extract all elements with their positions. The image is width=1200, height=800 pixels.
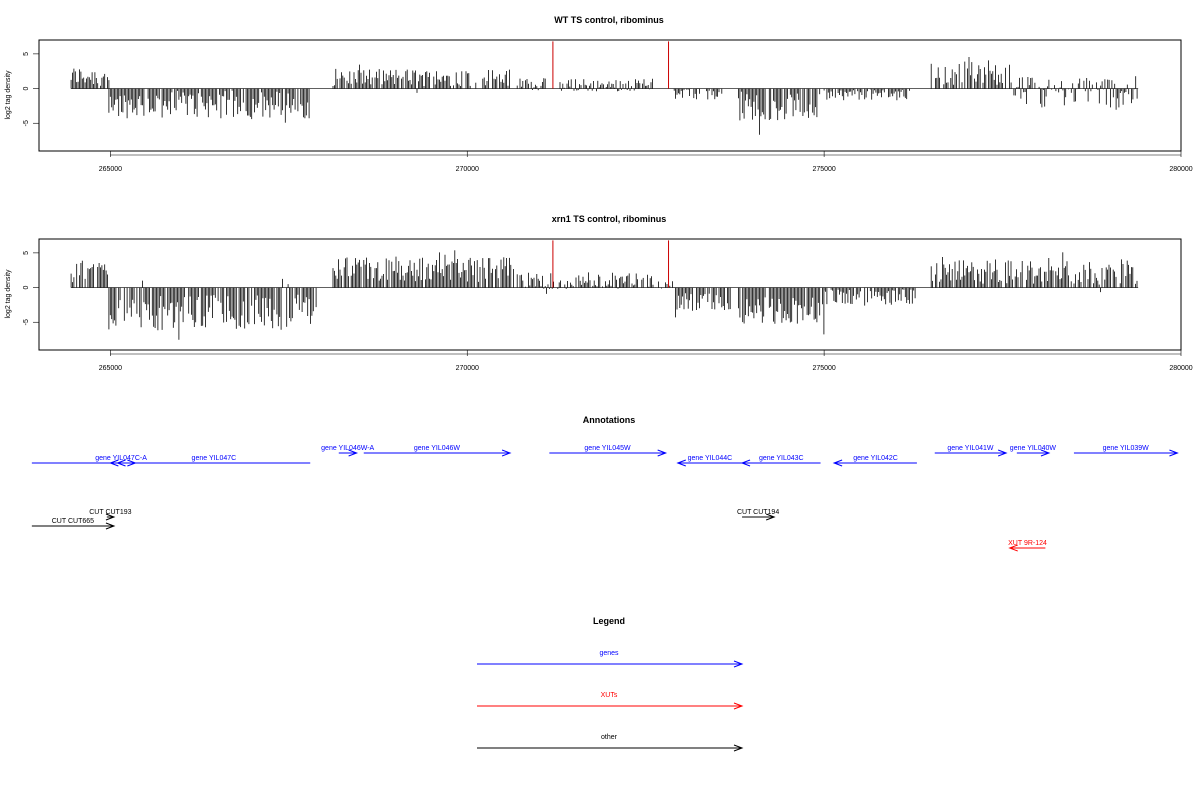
annotation-label: gene YIL046W-A — [321, 445, 374, 452]
annotation-label: CUT CUT665 — [52, 518, 94, 525]
panel-wt-y-tick-label: 5 — [23, 52, 30, 56]
legend: Legend genes XUTs other — [477, 616, 744, 752]
annotation-gene: gene YIL041W — [934, 445, 1008, 457]
panel-wt-x-tick-label: 270000 — [456, 166, 479, 173]
panel-wt-title: WT TS control, ribominus — [554, 15, 664, 25]
annotation-arrowhead — [105, 522, 116, 530]
panel-xrn1-x-tick-label: 280000 — [1169, 365, 1192, 372]
annotation-arrowhead — [1040, 449, 1051, 457]
annotation-other: CUT CUT665 — [31, 518, 116, 530]
annotation-arrowhead — [832, 459, 843, 467]
panel-wt-axes: 265000 270000 275000 280000 -5 0 5 — [23, 52, 1193, 173]
panel-xrn1-bars — [70, 240, 1139, 340]
annotation-label: gene YIL040W — [1010, 445, 1057, 452]
annotation-gene: gene YIL043C — [740, 455, 821, 467]
annotation-label: gene YIL043C — [759, 455, 804, 462]
annotation-gene: gene YIL047C — [116, 455, 311, 467]
annotation-label: gene YIL045W — [584, 445, 631, 452]
legend-item: genes — [477, 650, 744, 668]
legend-title: Legend — [593, 616, 625, 626]
annotations-panel: Annotations gene YIL047C-A gene YIL047Cge… — [31, 415, 1179, 552]
annotation-label: gene YIL039W — [1103, 445, 1150, 452]
panel-xrn1-y-tick-label: 0 — [23, 286, 30, 290]
panel-wt-frame — [38, 39, 1182, 152]
annotation-arrowhead — [740, 459, 751, 467]
annotation-gene: gene YIL045W — [549, 445, 668, 457]
panel-xrn1-y-tick-label: 5 — [23, 251, 30, 255]
annotation-tracks: gene YIL047C-A gene YIL047C gene YIL046W-A… — [31, 445, 1179, 552]
annotation-label: XUT 9R-124 — [1008, 540, 1047, 547]
panel-wt-x-tick-label: 265000 — [99, 166, 122, 173]
annotation-xut: XUT 9R-124 — [1008, 540, 1047, 552]
annotation-label: gene YIL044C — [688, 455, 733, 462]
annotation-arrowhead — [657, 449, 668, 457]
legend-item-label: other — [601, 734, 618, 741]
panel-xrn1: xrn1 TS control, ribominus log2 tag dens… — [5, 214, 1193, 372]
panel-xrn1-axes: 265000 270000 275000 280000 -5 0 5 — [23, 251, 1193, 372]
panel-xrn1-x-tick-label: 275000 — [812, 365, 835, 372]
panel-xrn1-frame — [38, 238, 1182, 351]
legend-item: XUTs — [477, 692, 744, 710]
panel-wt-ylabel: log2 tag density — [5, 70, 12, 120]
panel-xrn1-x-tick-label: 265000 — [99, 365, 122, 372]
panel-xrn1-ylabel: log2 tag density — [5, 269, 12, 319]
legend-swatch-arrowhead — [733, 744, 744, 752]
annotation-other: CUT CUT194 — [737, 509, 779, 521]
annotation-other: CUT CUT193 — [89, 509, 132, 521]
annotation-gene: gene YIL046W-A — [321, 445, 375, 457]
annotation-arrowhead — [501, 449, 512, 457]
annotation-label: CUT CUT194 — [737, 509, 779, 516]
panel-wt-bars — [70, 41, 1139, 135]
annotation-arrowhead — [105, 513, 116, 521]
panel-wt-x-tick-label: 275000 — [812, 166, 835, 173]
legend-item-label: XUTs — [601, 692, 618, 699]
annotation-arrowhead — [997, 449, 1008, 457]
annotation-arrowhead — [108, 459, 119, 467]
annotation-label: CUT CUT193 — [89, 509, 131, 516]
annotation-arrowhead — [1008, 544, 1018, 552]
panel-wt-y-tick-label: -5 — [23, 120, 30, 126]
legend-swatch-arrowhead — [733, 702, 744, 710]
panel-wt-x-tick-label: 280000 — [1169, 166, 1192, 173]
legend-item: other — [477, 734, 744, 752]
annotation-arrowhead — [348, 449, 359, 457]
annotation-label: gene YIL041W — [947, 445, 994, 452]
panel-xrn1-y-tick-label: -5 — [23, 319, 30, 325]
panel-xrn1-x-tick-label: 270000 — [456, 365, 479, 372]
annotations-title: Annotations — [583, 415, 636, 425]
annotation-label: gene YIL042C — [853, 455, 898, 462]
annotation-gene: gene YIL046W — [363, 445, 512, 457]
legend-item-label: genes — [599, 650, 619, 657]
annotation-label: gene YIL047C — [192, 455, 237, 462]
annotation-arrowhead — [116, 459, 126, 467]
annotation-gene: gene YIL039W — [1073, 445, 1179, 457]
annotation-gene: gene YIL040W — [1010, 445, 1057, 457]
annotation-arrowhead — [676, 459, 686, 467]
annotation-gene: gene YIL044C — [676, 455, 743, 467]
annotation-arrowhead — [1169, 449, 1179, 457]
annotation-arrowhead — [765, 513, 776, 521]
annotation-label: gene YIL047C-A — [95, 455, 147, 462]
panel-wt-y-tick-label: 0 — [23, 87, 30, 91]
annotation-label: gene YIL046W — [414, 445, 461, 452]
legend-swatch-arrowhead — [733, 660, 744, 668]
panel-xrn1-title: xrn1 TS control, ribominus — [552, 214, 667, 224]
legend-items: genes XUTs other — [477, 650, 744, 752]
panel-wt: WT TS control, ribominus log2 tag densit… — [5, 15, 1193, 173]
annotation-gene: gene YIL042C — [832, 455, 917, 467]
